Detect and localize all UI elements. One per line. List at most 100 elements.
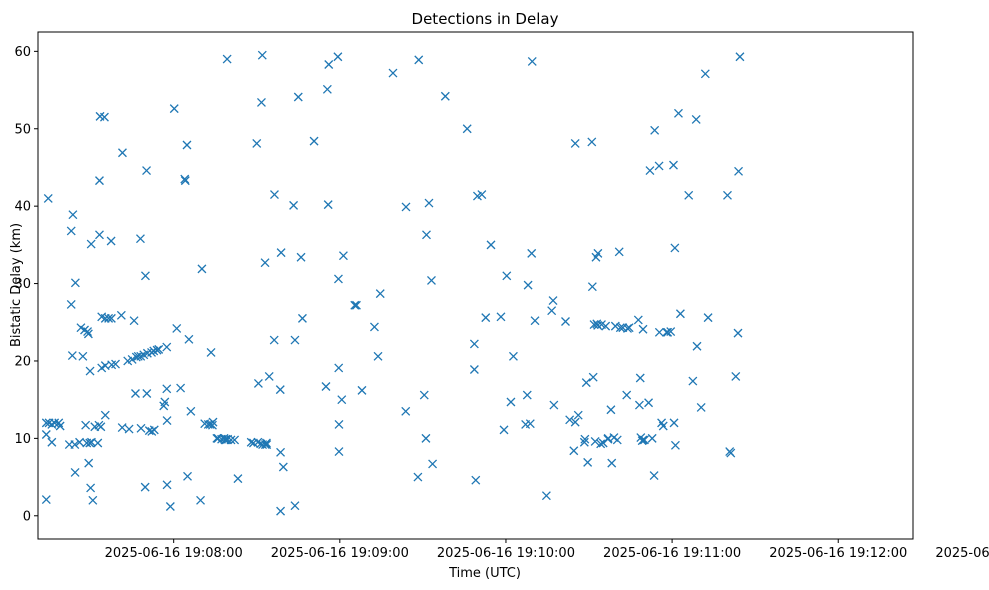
data-point [644,398,654,408]
data-point [561,317,570,326]
data-point [670,243,680,253]
data-point [401,202,411,212]
data-point [140,482,150,492]
data-point [290,335,300,345]
data-point [508,351,518,361]
data-point [588,372,598,382]
x-axis-label: Time (UTC) [448,566,521,581]
y-tick-label: 10 [14,432,31,447]
data-point [276,248,286,258]
data-point [184,334,194,344]
data-point [84,458,94,468]
data-point [650,125,660,135]
data-point [116,310,126,320]
y-tick-label: 0 [23,509,31,524]
data-point [127,354,137,364]
data-point [180,176,190,186]
y-tick-label: 20 [14,354,31,369]
data-point [257,50,267,60]
data-point [276,506,286,516]
data-point [323,200,333,210]
data-point [86,239,96,249]
data-point [186,406,196,416]
data-point [700,69,710,79]
chart-title: Detections in Delay [412,10,559,28]
data-point [297,313,307,323]
x-tick-label: 2025-06-16 19:08:00 [105,546,243,561]
y-tick-label: 30 [14,277,31,292]
data-point [86,483,96,493]
data-point [565,415,575,425]
data-point [165,502,175,511]
data-point [324,60,334,69]
data-point [587,282,597,292]
y-tick-label: 50 [14,122,31,137]
data-point [106,236,116,246]
data-point [481,313,491,323]
data-point [135,234,145,244]
data-point [293,92,303,102]
data-point [43,193,53,203]
data-point [649,471,659,480]
data-point [85,366,95,376]
data-point [502,271,512,281]
data-point [547,306,557,316]
data-point [66,300,76,309]
data-point [162,416,172,426]
data-point [142,166,152,176]
data-point [570,417,580,427]
data-point [106,313,116,323]
data-point [176,383,186,393]
data-point [75,437,84,447]
data-point [663,327,673,337]
data-point [670,440,680,450]
x-tick-label: 2025-06-16 19:10:00 [437,546,575,561]
data-point [99,112,109,122]
data-point [117,423,127,432]
data-point [614,247,624,257]
data-point [230,435,240,445]
data-point [149,425,159,435]
data-points [41,50,745,516]
data-point [208,417,218,427]
data-point [607,458,617,468]
data-point [70,467,80,477]
data-point [67,351,77,361]
data-point [333,274,343,284]
data-point [647,433,657,443]
data-point [147,426,157,436]
data-point [197,264,207,274]
data-point [262,440,272,450]
data-point [674,108,683,118]
data-point [499,425,509,435]
data-point [654,327,664,337]
data-point [525,419,535,429]
data-point [253,378,263,388]
data-point [548,296,558,306]
data-point [68,210,78,220]
data-point [658,421,668,431]
data-point [731,371,741,381]
data-point [334,447,344,456]
data-point [735,52,745,62]
data-point [669,160,678,170]
data-point [81,420,91,430]
data-point [692,341,702,351]
plot-frame [37,31,914,540]
data-point [638,324,648,334]
data-point [703,313,713,323]
data-point [375,289,385,299]
data-point [541,491,551,501]
data-point [41,495,51,504]
x-tick-label: 2025-06-16 19:09:00 [271,546,409,561]
data-point [124,424,134,434]
data-point [309,136,319,146]
data-point [142,389,152,398]
data-point [252,139,262,148]
data-point [634,400,644,410]
data-point [654,161,664,171]
data-point [424,198,434,208]
data-point [70,440,80,450]
data-point [669,418,679,428]
data-point [422,230,431,240]
